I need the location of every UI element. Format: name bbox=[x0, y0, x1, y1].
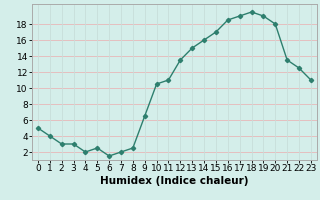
X-axis label: Humidex (Indice chaleur): Humidex (Indice chaleur) bbox=[100, 176, 249, 186]
